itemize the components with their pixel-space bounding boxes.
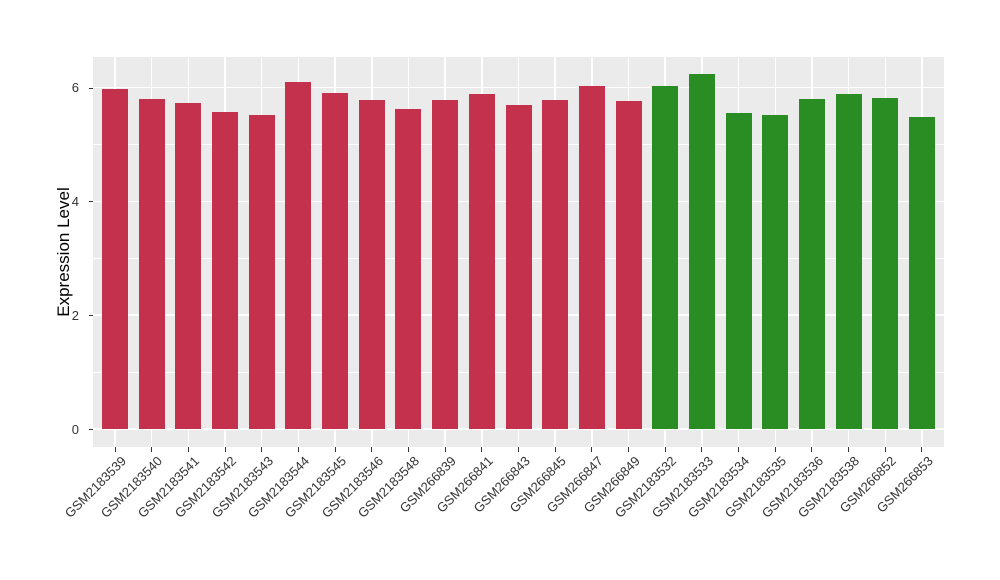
x-tick-mark — [518, 447, 519, 452]
x-tick-mark — [371, 447, 373, 452]
x-tick-mark — [848, 447, 850, 452]
bar-GSM2183546 — [358, 99, 385, 429]
x-tick-mark — [407, 447, 409, 452]
y-tick-mark — [88, 87, 93, 89]
bar-GSM2183539 — [102, 89, 128, 429]
y-tick-label: 4 — [71, 193, 79, 209]
x-tick-mark — [444, 447, 446, 452]
bar-GSM2183533 — [688, 73, 715, 429]
x-tick-mark — [628, 447, 630, 452]
x-tick-mark — [151, 447, 153, 452]
x-tick-mark — [114, 447, 116, 452]
bar-GSM266843 — [505, 104, 532, 429]
x-tick-mark — [261, 447, 263, 452]
bar-GSM2183535 — [762, 114, 789, 429]
bar-GSM2183532 — [652, 85, 679, 429]
x-tick-mark — [224, 447, 226, 452]
bar-GSM2183538 — [835, 93, 862, 429]
bar-GSM2183542 — [212, 112, 239, 429]
bar-GSM2183548 — [395, 108, 422, 429]
x-tick-mark — [774, 447, 776, 452]
y-tick-mark — [88, 315, 93, 317]
bar-GSM266847 — [578, 85, 605, 429]
x-tick-mark — [921, 447, 923, 452]
y-tick-mark — [88, 201, 93, 203]
y-tick-label: 2 — [71, 307, 79, 323]
x-tick-mark — [884, 447, 886, 452]
plot-panel — [93, 57, 944, 447]
x-tick-mark — [591, 447, 593, 452]
bar-GSM2183541 — [175, 102, 202, 429]
bar-GSM266853 — [908, 117, 935, 429]
y-tick-label: 0 — [71, 421, 79, 437]
x-tick-mark — [738, 447, 740, 452]
y-axis-title: Expression Level — [54, 187, 73, 317]
bar-GSM2183543 — [248, 114, 275, 429]
y-tick-label: 6 — [71, 80, 79, 96]
bar-GSM2183540 — [138, 98, 165, 429]
bar-GSM2183536 — [798, 98, 825, 429]
bar-GSM2183544 — [285, 81, 312, 429]
bar-GSM266839 — [432, 100, 459, 429]
x-tick-mark — [554, 447, 556, 452]
bar-GSM2183545 — [322, 92, 349, 429]
x-tick-mark — [297, 447, 299, 452]
x-tick-mark — [664, 447, 666, 452]
y-tick-mark — [88, 429, 93, 430]
bar-GSM266841 — [468, 93, 495, 429]
x-tick-mark — [334, 447, 336, 452]
bar-GSM266845 — [542, 99, 569, 429]
bar-GSM2183534 — [725, 113, 752, 429]
x-tick-mark — [701, 447, 703, 452]
x-tick-mark — [187, 447, 189, 452]
bar-GSM266849 — [615, 100, 642, 429]
x-tick-mark — [481, 447, 483, 452]
bar-GSM266852 — [872, 98, 899, 429]
x-tick-mark — [811, 447, 813, 452]
